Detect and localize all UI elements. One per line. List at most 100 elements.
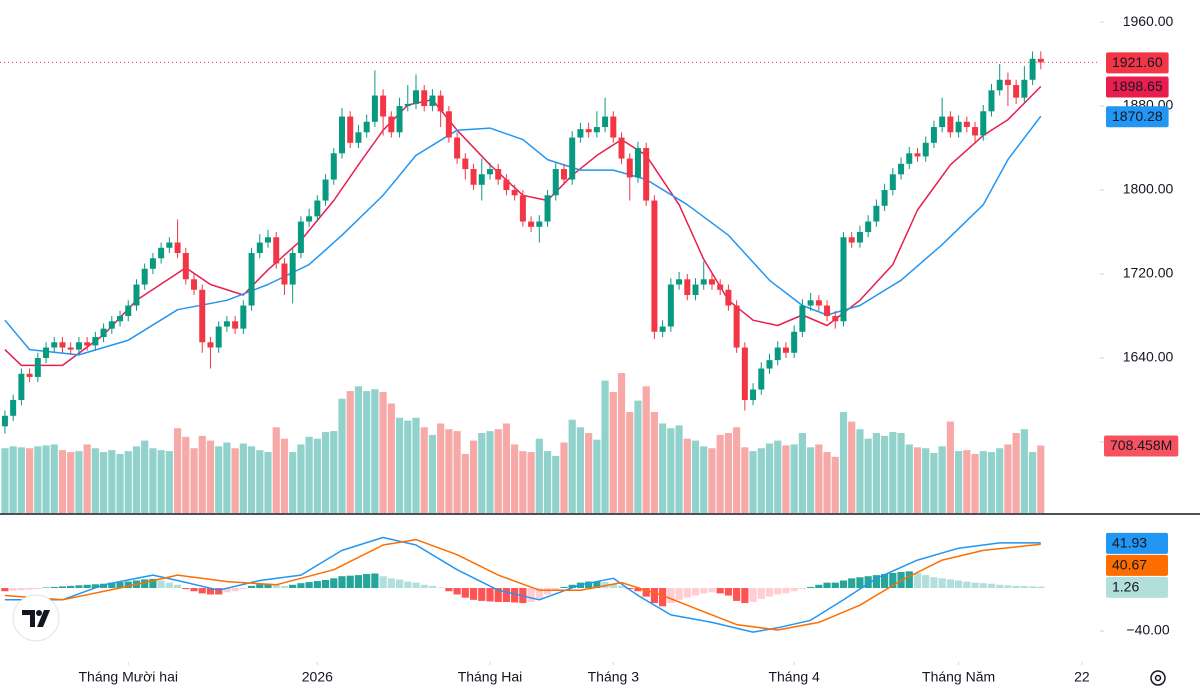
histogram-bar [387, 578, 395, 589]
histogram-bar [626, 588, 634, 590]
candle-body [733, 305, 740, 348]
settings-button[interactable] [1150, 670, 1166, 686]
histogram-bar [478, 588, 486, 601]
histogram-bar [782, 588, 790, 594]
candle-body [889, 174, 896, 191]
candle-body [1004, 79, 1011, 86]
candle-body [265, 237, 272, 243]
volume-bar [99, 452, 108, 513]
line [4, 115, 1042, 356]
price-badge-label: 708.458M [1110, 437, 1172, 453]
volume-bar [494, 429, 502, 513]
candle-body [972, 127, 979, 136]
volume-bar [420, 427, 428, 513]
candle-body [248, 253, 255, 306]
volume-bar [922, 448, 930, 513]
x-tick-label: 2026 [302, 669, 333, 685]
histogram-bar [922, 575, 930, 589]
histogram-bar [568, 584, 576, 589]
volume-bar [157, 450, 165, 513]
y-tick-label: 1720.00 [1123, 265, 1174, 281]
volume-bar [346, 391, 354, 513]
histogram-bar [872, 575, 880, 589]
histogram-bar [585, 581, 593, 589]
volume-bar [609, 392, 617, 513]
candle-body [478, 174, 485, 185]
histogram-bar [75, 585, 83, 589]
candle-body [437, 95, 444, 112]
volume-bar [9, 446, 17, 513]
volume-bar [75, 451, 83, 513]
histogram-bar [280, 585, 289, 589]
logo-mark [22, 610, 35, 627]
x-tick-label: Tháng Mười hai [79, 669, 178, 685]
volume-bar [733, 427, 741, 513]
volume-bar [58, 450, 67, 513]
candle-body [618, 137, 625, 159]
candle-body [223, 321, 230, 327]
volume-bar [757, 448, 765, 513]
price-badge-label: 40.67 [1112, 557, 1147, 573]
histogram-bar [650, 588, 659, 604]
badge-layer: 1921.60 1898.65 1870.28 708.458M 41.93 40.67 1… [1104, 52, 1179, 598]
histogram-bar [790, 588, 798, 592]
candle-body [486, 169, 493, 175]
volume-bar [231, 448, 239, 513]
volume-bar [437, 423, 445, 513]
histogram-bar [593, 581, 601, 589]
histogram-bar [511, 588, 519, 603]
histogram-bar [839, 580, 848, 589]
volume-bar [535, 438, 543, 513]
candle-body [643, 148, 650, 201]
candle-body [396, 106, 403, 133]
histogram-bar [798, 588, 806, 590]
histogram-bar [247, 585, 256, 589]
candle-body [75, 342, 82, 350]
logo[interactable] [12, 594, 60, 642]
volume-bar [1020, 429, 1028, 513]
histogram-bar [716, 588, 724, 594]
histogram-bar [206, 588, 215, 595]
candle-body [782, 347, 789, 353]
volume-bar [823, 452, 831, 513]
volume-bar [511, 444, 519, 513]
candle-body [717, 284, 724, 290]
candle-body [552, 169, 559, 196]
candle-body [149, 258, 156, 269]
candle-body [232, 321, 239, 329]
candle-body [1013, 85, 1020, 98]
volume-bar [25, 448, 34, 513]
histogram-bar [560, 586, 568, 589]
volume-bar [486, 431, 494, 513]
volume-bar [297, 444, 305, 513]
volume-bar [585, 433, 593, 513]
volume-bar [519, 451, 527, 513]
histogram-bar [774, 588, 782, 595]
volume-bar [321, 432, 330, 513]
volume-layer [1, 373, 1045, 513]
volume-bar [634, 400, 642, 513]
candle-body [347, 116, 354, 143]
candle-body [708, 279, 715, 285]
histogram-bar [856, 577, 864, 589]
candle-body [141, 268, 148, 285]
volume-bar [963, 450, 971, 513]
candle-body [182, 253, 189, 280]
volume-bar [996, 448, 1004, 513]
volume-bar [946, 421, 954, 513]
histogram-bar [371, 573, 379, 589]
histogram-bar [765, 588, 774, 597]
volume-bar [979, 451, 987, 513]
histogram-bar [190, 588, 198, 592]
candle-body [840, 237, 847, 322]
histogram-bar [453, 588, 461, 595]
histogram-bar [198, 588, 206, 594]
histogram-bar [527, 588, 535, 602]
volume-bar [1028, 452, 1037, 513]
candle-body [634, 148, 641, 178]
settings-icon [1150, 670, 1166, 686]
candle-body [256, 242, 263, 254]
histogram-bar [149, 578, 157, 589]
histogram-bar [881, 574, 889, 589]
volume-bar [124, 451, 132, 513]
